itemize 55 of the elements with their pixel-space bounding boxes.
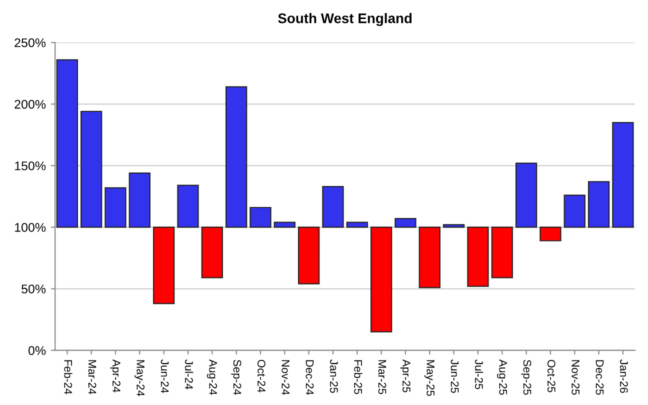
y-tick-label: 50% xyxy=(22,284,46,294)
bar xyxy=(250,206,272,228)
x-tick-label: May-25 xyxy=(424,360,435,396)
x-tick-label: Aug-24 xyxy=(206,359,218,395)
x-tick-label: Apr-24 xyxy=(110,359,120,392)
bar xyxy=(418,226,440,288)
bar xyxy=(394,218,416,228)
x-tick-label: Nov-25 xyxy=(572,360,580,395)
bar xyxy=(152,226,175,304)
y-tick-label: 250% xyxy=(14,38,46,48)
bar xyxy=(370,226,392,332)
y-tick-label: 100% xyxy=(15,223,46,232)
x-tick-label: Sep-24 xyxy=(231,360,242,395)
x-tick-label: Dec-24 xyxy=(306,360,314,395)
x-tick-label: Feb-25 xyxy=(354,360,362,394)
bar xyxy=(201,226,223,278)
bar xyxy=(322,186,344,228)
bar xyxy=(56,59,78,228)
x-tick-label: Oct-24 xyxy=(258,360,266,392)
x-tick-label: Jul-25 xyxy=(474,360,484,390)
bar xyxy=(225,86,248,228)
x-tick-label: Nov-24 xyxy=(282,360,290,395)
bar xyxy=(128,172,150,228)
x-tick-label: Jul-24 xyxy=(185,360,194,390)
bar xyxy=(346,222,368,228)
bar xyxy=(540,226,562,242)
x-tick-label: Mar-25 xyxy=(378,360,386,394)
x-tick-label: Feb-24 xyxy=(64,360,72,394)
x-tick-label: Jan-25 xyxy=(330,360,338,393)
bar xyxy=(298,226,320,284)
y-tick-label: 0% xyxy=(28,346,46,355)
x-tick-label: May-24 xyxy=(134,360,145,396)
x-tick-label: Aug-25 xyxy=(496,359,508,395)
x-tick-label: Jun-25 xyxy=(450,360,459,393)
bar xyxy=(80,110,102,228)
x-tick-label: Mar-24 xyxy=(88,360,96,394)
x-tick-label: Jun-24 xyxy=(160,360,169,393)
bar xyxy=(442,224,465,228)
bar xyxy=(467,226,489,287)
x-tick-label: Dec-25 xyxy=(596,360,604,395)
bar xyxy=(104,187,126,228)
bar xyxy=(612,122,634,228)
chart-title: South West England xyxy=(278,13,412,26)
x-tick-label: Sep-25 xyxy=(521,360,532,395)
x-tick-label: Jan-26 xyxy=(620,360,628,393)
bar xyxy=(515,162,538,228)
bar xyxy=(491,226,513,278)
x-tick-label: Oct-25 xyxy=(547,360,556,392)
y-tick-label: 200% xyxy=(14,100,46,109)
bar xyxy=(564,194,586,228)
y-tick-label: 150% xyxy=(15,161,46,170)
bar xyxy=(274,222,296,228)
bar xyxy=(588,181,610,228)
x-tick-label: Apr-25 xyxy=(400,359,410,392)
bar xyxy=(177,184,199,228)
